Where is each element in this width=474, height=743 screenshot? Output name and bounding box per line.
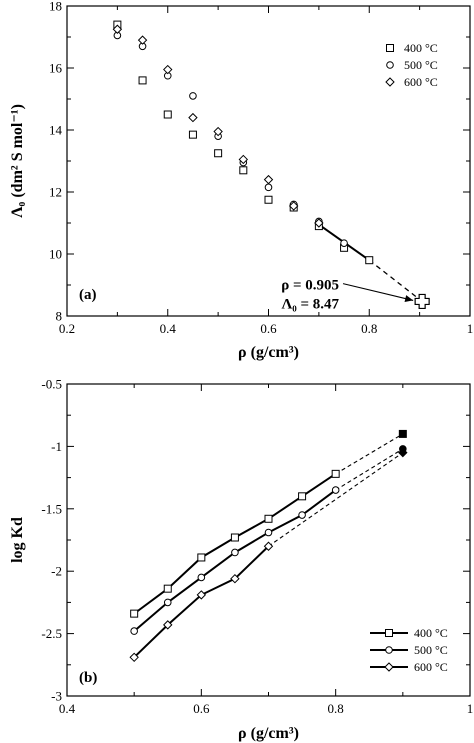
data-point-diamond	[196, 590, 207, 600]
data-point-diamond	[112, 24, 123, 34]
y-tick-label: 16	[49, 61, 63, 76]
legend-label: 400 °C	[414, 626, 448, 640]
data-point-circle	[331, 486, 340, 494]
annotation-arrow	[342, 283, 414, 301]
x-tick-label: 0.8	[328, 701, 344, 716]
panel-label-b: (b)	[79, 670, 97, 686]
y-tick-label: -1	[51, 439, 62, 454]
annotation-rho: ρ = 0.905	[281, 278, 339, 294]
data-point-circle	[163, 598, 172, 607]
data-point-diamond	[163, 64, 173, 75]
data-point-square	[264, 514, 273, 523]
data-point-circle	[197, 573, 206, 582]
annotation-arrowhead	[404, 295, 414, 302]
data-point-diamond	[263, 174, 274, 185]
x-tick-label: 0.6	[260, 321, 277, 336]
data-point-circle	[298, 511, 306, 519]
y-tick-label: -0.5	[41, 377, 62, 392]
x-tick-label: 0.2	[59, 321, 75, 336]
extrapolated-point-diamond	[398, 447, 408, 458]
data-point-circle	[264, 528, 273, 537]
y-tick-label: 14	[49, 123, 63, 138]
legend-marker-diamond	[385, 77, 395, 87]
legend-label: 600 °C	[404, 75, 438, 89]
data-point-square	[239, 166, 248, 175]
data-point-square	[163, 584, 172, 593]
y-tick-label: 18	[49, 0, 62, 14]
y-tick-label: 10	[49, 247, 62, 262]
legend-label: 500 °C	[414, 643, 448, 657]
data-point-diamond	[238, 154, 249, 165]
panel-label-a: (a)	[79, 287, 97, 303]
legend-marker-circle	[386, 61, 394, 69]
x-axis-title: ρ (g/cm³)	[238, 725, 299, 742]
data-point-square	[298, 492, 307, 501]
data-point-diamond	[230, 573, 240, 584]
data-point-circle	[340, 239, 348, 247]
series-line-diamond	[133, 545, 270, 659]
data-point-square	[214, 149, 223, 158]
data-point-diamond	[129, 652, 139, 663]
legend-marker-square	[386, 44, 394, 52]
data-point-circle	[231, 548, 239, 557]
data-point-square	[365, 256, 374, 265]
data-point-diamond	[163, 620, 173, 630]
extrapolation-line	[368, 259, 423, 302]
y-tick-label: -2.5	[41, 626, 62, 641]
legend-label: 600 °C	[414, 660, 448, 674]
data-point-square	[331, 469, 340, 478]
y-tick-label: 8	[56, 309, 63, 324]
annotation-lambda: Λ₀ = 8.47	[281, 297, 339, 313]
data-point-diamond	[288, 201, 299, 211]
panel-b: 0.4 0.6 0.8 1 -3 -2.5 -2 -1.5 -1 -0.5 ρ (g/cm³) log…	[9, 377, 473, 743]
y-tick-label: -3	[51, 689, 62, 704]
x-tick-label: 0.4	[160, 321, 177, 336]
data-point-square	[230, 533, 239, 542]
x-tick-label: 0.8	[361, 321, 377, 336]
data-point-diamond	[314, 218, 324, 228]
x-tick-label: 1	[467, 321, 474, 336]
data-point-square	[264, 195, 273, 204]
extrapolation-line	[335, 433, 404, 475]
legend-marker-square	[385, 629, 393, 637]
data-point-square	[130, 609, 139, 618]
x-tick-label: 0.4	[59, 701, 76, 716]
data-point-circle	[130, 627, 138, 635]
y-axis-title: Λ₀ (dm² S mol⁻¹)	[9, 104, 26, 218]
y-tick-label: -1.5	[41, 501, 62, 516]
extrapolation-line	[335, 448, 404, 491]
data-point-square	[188, 130, 197, 139]
data-point-diamond	[213, 126, 223, 137]
legend-marker-circle	[385, 646, 393, 654]
data-point-circle	[189, 92, 197, 100]
data-point-square	[197, 553, 206, 562]
data-point-square	[163, 110, 172, 119]
x-tick-label: 1	[467, 701, 474, 716]
plot-frame	[66, 383, 471, 697]
series-line-circle	[133, 489, 337, 632]
legend-marker-diamond	[384, 662, 394, 672]
extrapolated-point-cross	[414, 293, 430, 310]
y-tick-label: -2	[51, 564, 62, 579]
data-point-diamond	[137, 35, 148, 45]
extrapolation-line	[268, 452, 404, 547]
data-point-diamond	[263, 541, 274, 551]
data-point-diamond	[188, 112, 198, 123]
extrapolated-point-square	[398, 429, 407, 438]
x-tick-label: 0.6	[193, 701, 210, 716]
x-axis-title: ρ (g/cm³)	[238, 344, 299, 361]
y-axis-title: log Kd	[9, 517, 26, 563]
legend-label: 500 °C	[404, 58, 438, 72]
legend-label: 400 °C	[404, 41, 438, 55]
data-point-circle	[264, 183, 273, 192]
data-point-square	[138, 76, 147, 85]
y-tick-label: 12	[49, 185, 62, 200]
